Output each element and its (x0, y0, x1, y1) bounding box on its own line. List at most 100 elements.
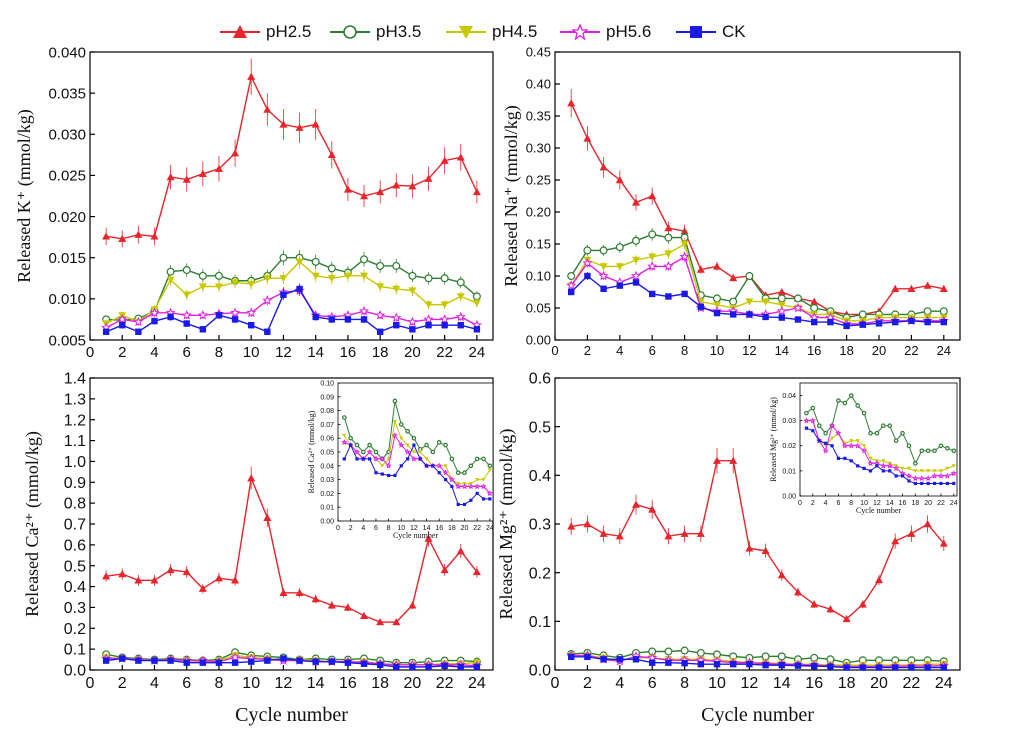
panel-bottom-right-data-point (892, 664, 899, 671)
inset-bottom-left-series-ph5-6 (341, 432, 493, 497)
panel-bottom-right-data-point (730, 660, 737, 668)
panel-top-right-xtick-label: 12 (742, 343, 756, 358)
panel-top-right-data-point (777, 294, 786, 303)
panel-top-right-series-line (570, 242, 944, 322)
panel-top-left-data-point (246, 307, 257, 318)
inset-bottom-right-data-point (907, 479, 911, 483)
panel-top-right-xtick-label: 24 (937, 343, 951, 358)
panel-top-left-data-point (279, 275, 288, 283)
panel-top-right-data-point (632, 279, 640, 286)
panel-bottom-right-ytick-label: 0.2 (529, 565, 551, 582)
panel-bottom-left-data-point (151, 657, 158, 664)
inset-bottom-left-xtick-label: 8 (387, 525, 391, 532)
panel-top-left-data-point (439, 314, 450, 324)
inset-bottom-left-data-point (342, 433, 347, 438)
inset-bottom-left-data-point (373, 449, 379, 455)
panel-bottom-right-data-point (649, 659, 656, 666)
inset-bottom-right-data-point (823, 430, 828, 436)
panel-bottom-right-ytick-label: 0.3 (529, 517, 551, 534)
inset-bottom-left-data-point (411, 450, 416, 454)
inset-bottom-left-data-point (392, 420, 397, 424)
inset-bottom-right-data-point (950, 470, 957, 477)
panel-top-left-xtick-label: 6 (183, 344, 191, 361)
panel-bottom-right-data-point (891, 537, 900, 545)
panel-bottom-left-ytick-label: 0.6 (64, 537, 86, 554)
panel-bottom-left-data-point (263, 513, 272, 521)
inset-bottom-left-data-point (442, 469, 449, 476)
panel-top-right-data-point (924, 318, 931, 326)
panel-top-left-data-point (456, 293, 465, 301)
panel-bottom-right-data-point (762, 661, 769, 669)
panel-top-right-data-point (875, 320, 883, 327)
inset-bottom-right-data-point (920, 481, 924, 486)
panel-top-right-data-point (907, 284, 916, 292)
panel-top-left-data-point (280, 291, 287, 298)
inset-bottom-right-ytick-label: 0.03 (782, 418, 796, 425)
panel-top-right-xtick-label: 6 (649, 343, 656, 358)
panel-top-left-data-point (392, 181, 401, 189)
inset-bottom-left-data-point (450, 484, 454, 489)
panel-bottom-right-inset: 0 2 4 6 8 10 12 14 16 18 20 22 240.000.010.020.030.0… (769, 382, 958, 515)
panel-bottom-right-data-point (664, 532, 673, 540)
inset-bottom-left-xtick-label: 24 (486, 525, 494, 532)
inset-bottom-right-xtick-label: 16 (899, 500, 907, 507)
panel-bottom-left-ytick-label: 1.3 (64, 391, 86, 408)
inset-bottom-left-data-point (361, 457, 365, 461)
inset-bottom-right-ytick-label: 0.00 (782, 493, 796, 500)
panel-top-left-data-point (198, 169, 207, 177)
inset-bottom-left-data-point (481, 456, 486, 462)
inset-bottom-left-data-point (366, 448, 373, 455)
panel-top-left-data-point (360, 192, 369, 200)
panel-bottom-left-data-point (198, 584, 207, 592)
panel-bottom-left-data-point (280, 655, 287, 662)
panel-bottom-left-data-point (118, 570, 127, 578)
panel-top-right-xtick-label: 4 (616, 343, 623, 358)
inset-bottom-right-data-point (932, 448, 937, 454)
inset-bottom-left-ylabel: Released Ca²⁺ (mmol/kg) (307, 410, 316, 493)
legend-label-ph2-5: pH2.5 (266, 22, 312, 41)
inset-bottom-left-data-point (391, 432, 399, 439)
panel-bottom-right-data-point (746, 660, 753, 668)
panel-bottom-left-data-point (409, 663, 416, 671)
panel-bottom-right-xtick-label: 16 (805, 675, 823, 692)
inset-bottom-right-data-point (913, 461, 918, 466)
panel-bottom-left-inset: 0 2 4 6 8 10 12 14 16 18 20 22 240.000.010.020.030.0… (307, 380, 494, 540)
panel-top-right-data-point (583, 134, 592, 142)
panel-bottom-right-ytick-label: 0.0 (529, 663, 551, 680)
inset-bottom-right-series-ck (804, 426, 956, 486)
inset-bottom-right-data-point (900, 430, 905, 436)
legend-item-ph4-5: pH4.5 (446, 20, 537, 44)
panel-top-left-data-point (247, 280, 256, 289)
panel-bottom-right-data-point (827, 663, 834, 670)
inset-bottom-right-data-point (868, 469, 873, 473)
panel-top-left-data-point (311, 120, 320, 128)
panel-bottom-left-data-point (296, 657, 303, 664)
panel-top-left-data-point (440, 301, 449, 309)
inset-bottom-left-ytick-label: 0.06 (320, 436, 334, 443)
inset-bottom-right-data-point (918, 475, 925, 482)
panel-bottom-left-data-point (231, 659, 239, 666)
inset-bottom-left-data-point (475, 478, 480, 482)
inset-bottom-left-data-point (410, 455, 418, 462)
panel-bottom-left-data-point (408, 601, 417, 609)
panel-bottom-left-data-point (328, 658, 335, 665)
inset-bottom-right-data-point (856, 464, 860, 468)
inset-bottom-right-data-point (868, 430, 873, 436)
panel-bottom-right-ytick-label: 0.4 (529, 468, 551, 485)
panel-bottom-right-data-point (583, 520, 592, 528)
panel-top-right-data-point (664, 250, 673, 258)
inset-bottom-left-data-point (398, 422, 404, 427)
inset-bottom-right-data-point (835, 429, 842, 436)
inset-bottom-right-ylabel: Released Mg²⁺ (mmol/kg) (769, 397, 778, 482)
legend-label-ph5-6: pH5.6 (606, 22, 652, 41)
panel-top-right-data-point (940, 318, 947, 326)
inset-bottom-right-data-point (938, 443, 944, 449)
panel-top-right-data-point (615, 243, 624, 252)
panel-top-right-data-point (811, 318, 818, 326)
inset-bottom-right-xtick-label: 10 (860, 500, 868, 507)
panel-top-left-series-ph4-5 (102, 254, 481, 328)
panel-top-right-ytick-label: 0.25 (526, 173, 551, 188)
panel-bottom-right-xtick-label: 4 (615, 675, 624, 692)
panel-top-right-data-point (777, 301, 786, 309)
panel-bottom-left-data-point (312, 658, 319, 665)
